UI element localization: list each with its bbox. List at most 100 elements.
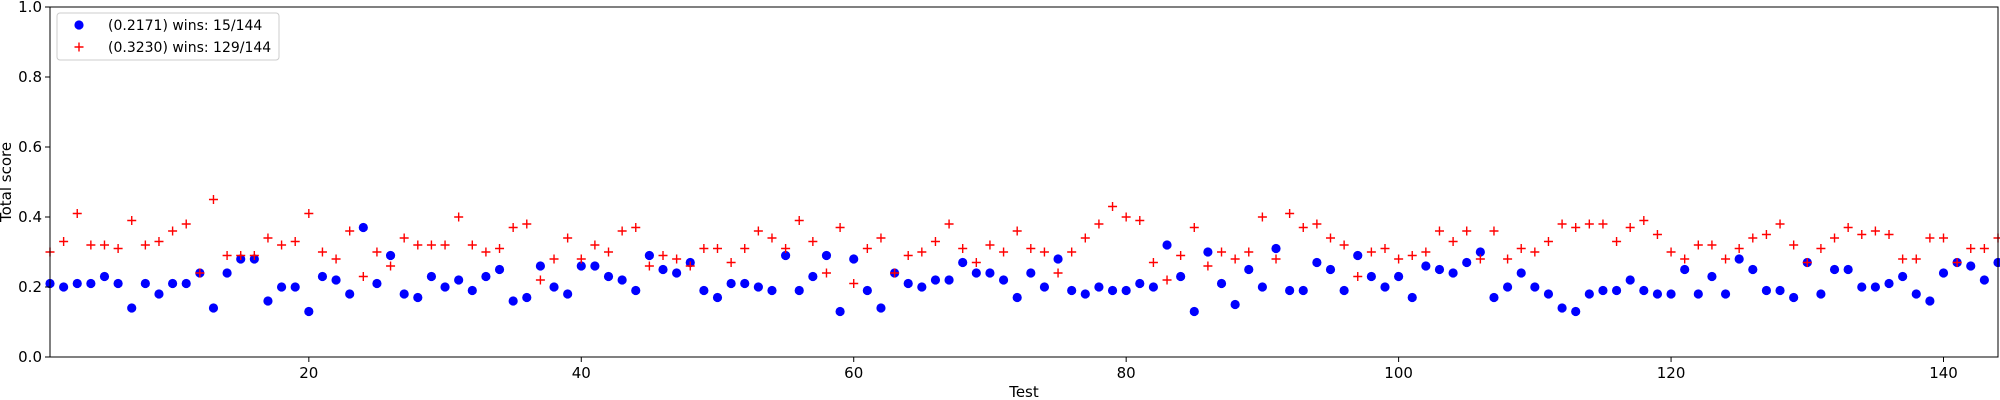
data-point-circle <box>794 285 804 296</box>
data-point-plus <box>1625 223 1635 232</box>
data-point-circle <box>467 285 477 296</box>
data-point-circle <box>617 275 627 285</box>
data-point-circle <box>1925 296 1935 306</box>
data-point-circle <box>140 278 150 289</box>
data-point-plus <box>1516 244 1526 253</box>
data-point-plus <box>903 251 913 260</box>
data-point-plus <box>72 209 82 218</box>
data-point-circle <box>1829 264 1840 275</box>
x-tick-label: 40 <box>572 364 591 382</box>
x-tick-label: 80 <box>1117 364 1136 382</box>
data-point-circle <box>1135 278 1145 289</box>
data-point-circle <box>1680 264 1690 275</box>
data-point-plus <box>1571 223 1581 232</box>
data-point-circle <box>1720 289 1731 299</box>
data-point-circle <box>154 289 164 299</box>
data-point-circle <box>1325 264 1336 275</box>
data-point-plus <box>1203 261 1213 271</box>
data-point-plus <box>1257 212 1267 222</box>
data-point-circle <box>263 296 273 306</box>
data-point-circle <box>1789 292 1799 303</box>
data-point-circle <box>99 271 110 282</box>
data-point-plus <box>767 233 777 243</box>
data-point-circle <box>1748 264 1758 275</box>
data-point-circle <box>590 261 600 271</box>
data-point-plus <box>168 226 178 236</box>
data-point-plus <box>1394 254 1404 264</box>
data-point-plus <box>1312 219 1322 229</box>
data-point-plus <box>263 233 273 243</box>
data-point-plus <box>1053 268 1063 278</box>
data-point-plus <box>1503 254 1513 264</box>
data-point-circle <box>1216 278 1227 289</box>
data-point-plus <box>181 219 191 229</box>
data-point-plus <box>1693 240 1703 250</box>
data-point-circle <box>1761 285 1772 296</box>
series-1 <box>45 222 2000 317</box>
data-point-plus <box>481 247 491 257</box>
data-point-plus <box>495 244 505 253</box>
data-point-circle <box>1271 243 1281 254</box>
data-point-circle <box>1530 282 1540 292</box>
data-point-circle <box>958 257 968 268</box>
data-point-plus <box>753 226 763 236</box>
data-point-plus <box>99 240 109 250</box>
data-point-circle <box>1666 289 1676 299</box>
data-point-circle <box>522 292 532 303</box>
data-point-plus <box>1012 226 1022 236</box>
data-point-circle <box>1898 271 1908 282</box>
data-point-plus <box>1584 219 1594 229</box>
data-point-plus <box>386 261 396 271</box>
data-point-circle <box>1080 289 1090 299</box>
legend: (0.2171) wins: 15/144 (0.3230) wins: 129/… <box>56 12 280 61</box>
y-tick-label: 0.4 <box>18 208 42 226</box>
data-point-circle <box>1407 292 1417 303</box>
data-point-circle <box>1775 285 1785 296</box>
data-point-circle <box>72 278 82 289</box>
x-tick-label: 120 <box>1657 364 1686 382</box>
data-point-circle <box>1966 261 1976 271</box>
data-point-circle <box>1312 257 1322 268</box>
data-point-plus <box>740 244 750 253</box>
data-point-plus <box>127 216 137 225</box>
data-point-plus <box>1939 233 1949 243</box>
data-point-plus <box>1148 258 1158 267</box>
data-point-plus <box>1925 233 1935 243</box>
data-point-circle <box>426 271 437 282</box>
data-point-circle <box>222 268 232 278</box>
data-point-circle <box>1639 285 1649 296</box>
data-point-plus <box>1530 247 1540 257</box>
data-point-plus <box>930 237 940 246</box>
data-point-plus <box>712 244 722 253</box>
data-point-circle <box>1843 264 1853 275</box>
data-point-circle <box>276 282 287 292</box>
data-point-plus <box>277 240 287 250</box>
data-point-plus <box>999 247 1009 257</box>
data-point-circle <box>481 271 491 282</box>
y-axis: 0.0 0.2 0.4 0.6 0.8 1.0 <box>18 0 50 366</box>
data-point-circle <box>603 271 614 282</box>
data-point-plus <box>372 247 382 257</box>
data-point-plus <box>781 244 791 253</box>
data-point-circle <box>1502 282 1513 292</box>
data-point-plus <box>1462 226 1472 236</box>
data-point-circle <box>440 282 450 292</box>
data-point-circle <box>1176 271 1186 282</box>
data-point-circle <box>1857 282 1867 292</box>
data-point-plus <box>1189 223 1199 232</box>
data-point-circle <box>399 289 409 299</box>
data-point-circle <box>290 282 300 292</box>
data-point-circle <box>835 306 845 317</box>
data-point-plus <box>1789 240 1799 250</box>
data-point-plus <box>576 254 586 264</box>
data-point-circle <box>1230 299 1240 310</box>
data-point-circle <box>549 282 559 292</box>
data-point-plus <box>563 233 573 243</box>
data-point-plus <box>1135 216 1145 225</box>
data-point-plus <box>304 209 314 218</box>
data-point-circle <box>1938 268 1949 278</box>
data-point-circle <box>208 303 219 313</box>
data-point-plus <box>1094 219 1104 229</box>
data-point-plus <box>849 279 859 288</box>
